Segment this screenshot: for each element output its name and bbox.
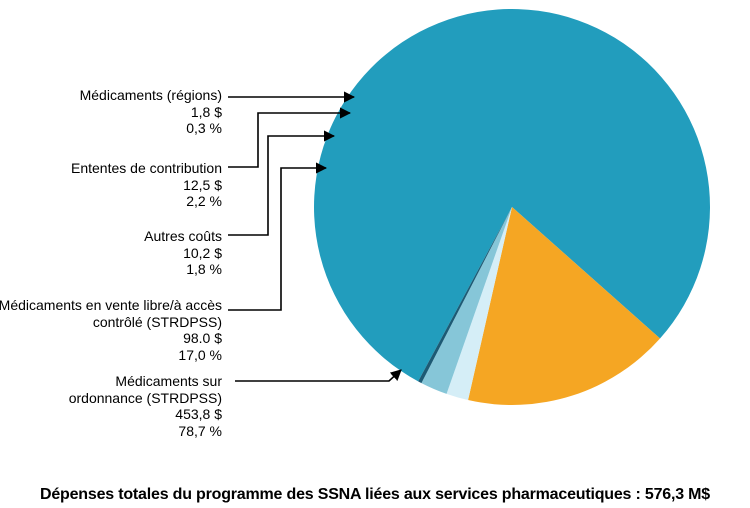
leader-ententes-contribution	[228, 107, 352, 168]
slice-value: 1,8 $	[190, 103, 222, 120]
slice-label-autres-couts: Autres coûts 10,2 $ 1,8 %	[144, 228, 222, 278]
slice-value: 10,2 $	[183, 244, 222, 261]
slice-label-line: Médicaments sur	[115, 373, 222, 389]
slice-label-line: Médicaments (régions)	[79, 87, 222, 103]
leader-autres-couts	[228, 130, 336, 236]
slice-medicaments-regions	[418, 207, 512, 384]
slice-label-line: ordonnance (STRDPSS)	[68, 389, 222, 406]
slice-ordonnance	[314, 8, 711, 382]
slice-value: 98.0 $	[183, 330, 222, 346]
slice-label-line: Ententes de contribution	[71, 160, 222, 176]
chart-title: Dépenses totales du programme des SSNA l…	[39, 486, 710, 503]
slice-percent: 78,7 %	[178, 422, 222, 439]
slice-label-line: contrôlé (STRDPSS)	[92, 313, 222, 330]
slice-label-medicaments-regions: Médicaments (régions) 1,8 $ 0,3 %	[80, 87, 222, 137]
slice-value: 12,5 $	[183, 176, 222, 193]
leader-vente-libre	[228, 162, 328, 311]
slice-ententes-contribution	[421, 207, 512, 394]
slice-percent: 0,3 %	[186, 120, 222, 136]
slice-percent: 2,2 %	[186, 193, 222, 209]
slice-label-ententes-contribution: Ententes de contribution 12,5 $ 2,2 %	[71, 160, 222, 210]
slice-label-vente-libre: Médicaments en vente libre/à accès contr…	[0, 297, 222, 363]
slice-value: 453,8 $	[175, 406, 222, 422]
slice-percent: 17,0 %	[178, 346, 222, 363]
slice-vente-libre	[468, 207, 661, 405]
slice-label-line: Autres coûts	[144, 228, 222, 244]
slice-autres-couts	[446, 207, 512, 401]
slice-percent: 1,8 %	[186, 261, 222, 277]
leader-ordonnance	[235, 369, 402, 382]
slice-label-ordonnance: Médicaments sur ordonnance (STRDPSS) 453…	[69, 373, 222, 439]
slice-label-line: Médicaments en vente libre/à accès	[0, 297, 222, 313]
